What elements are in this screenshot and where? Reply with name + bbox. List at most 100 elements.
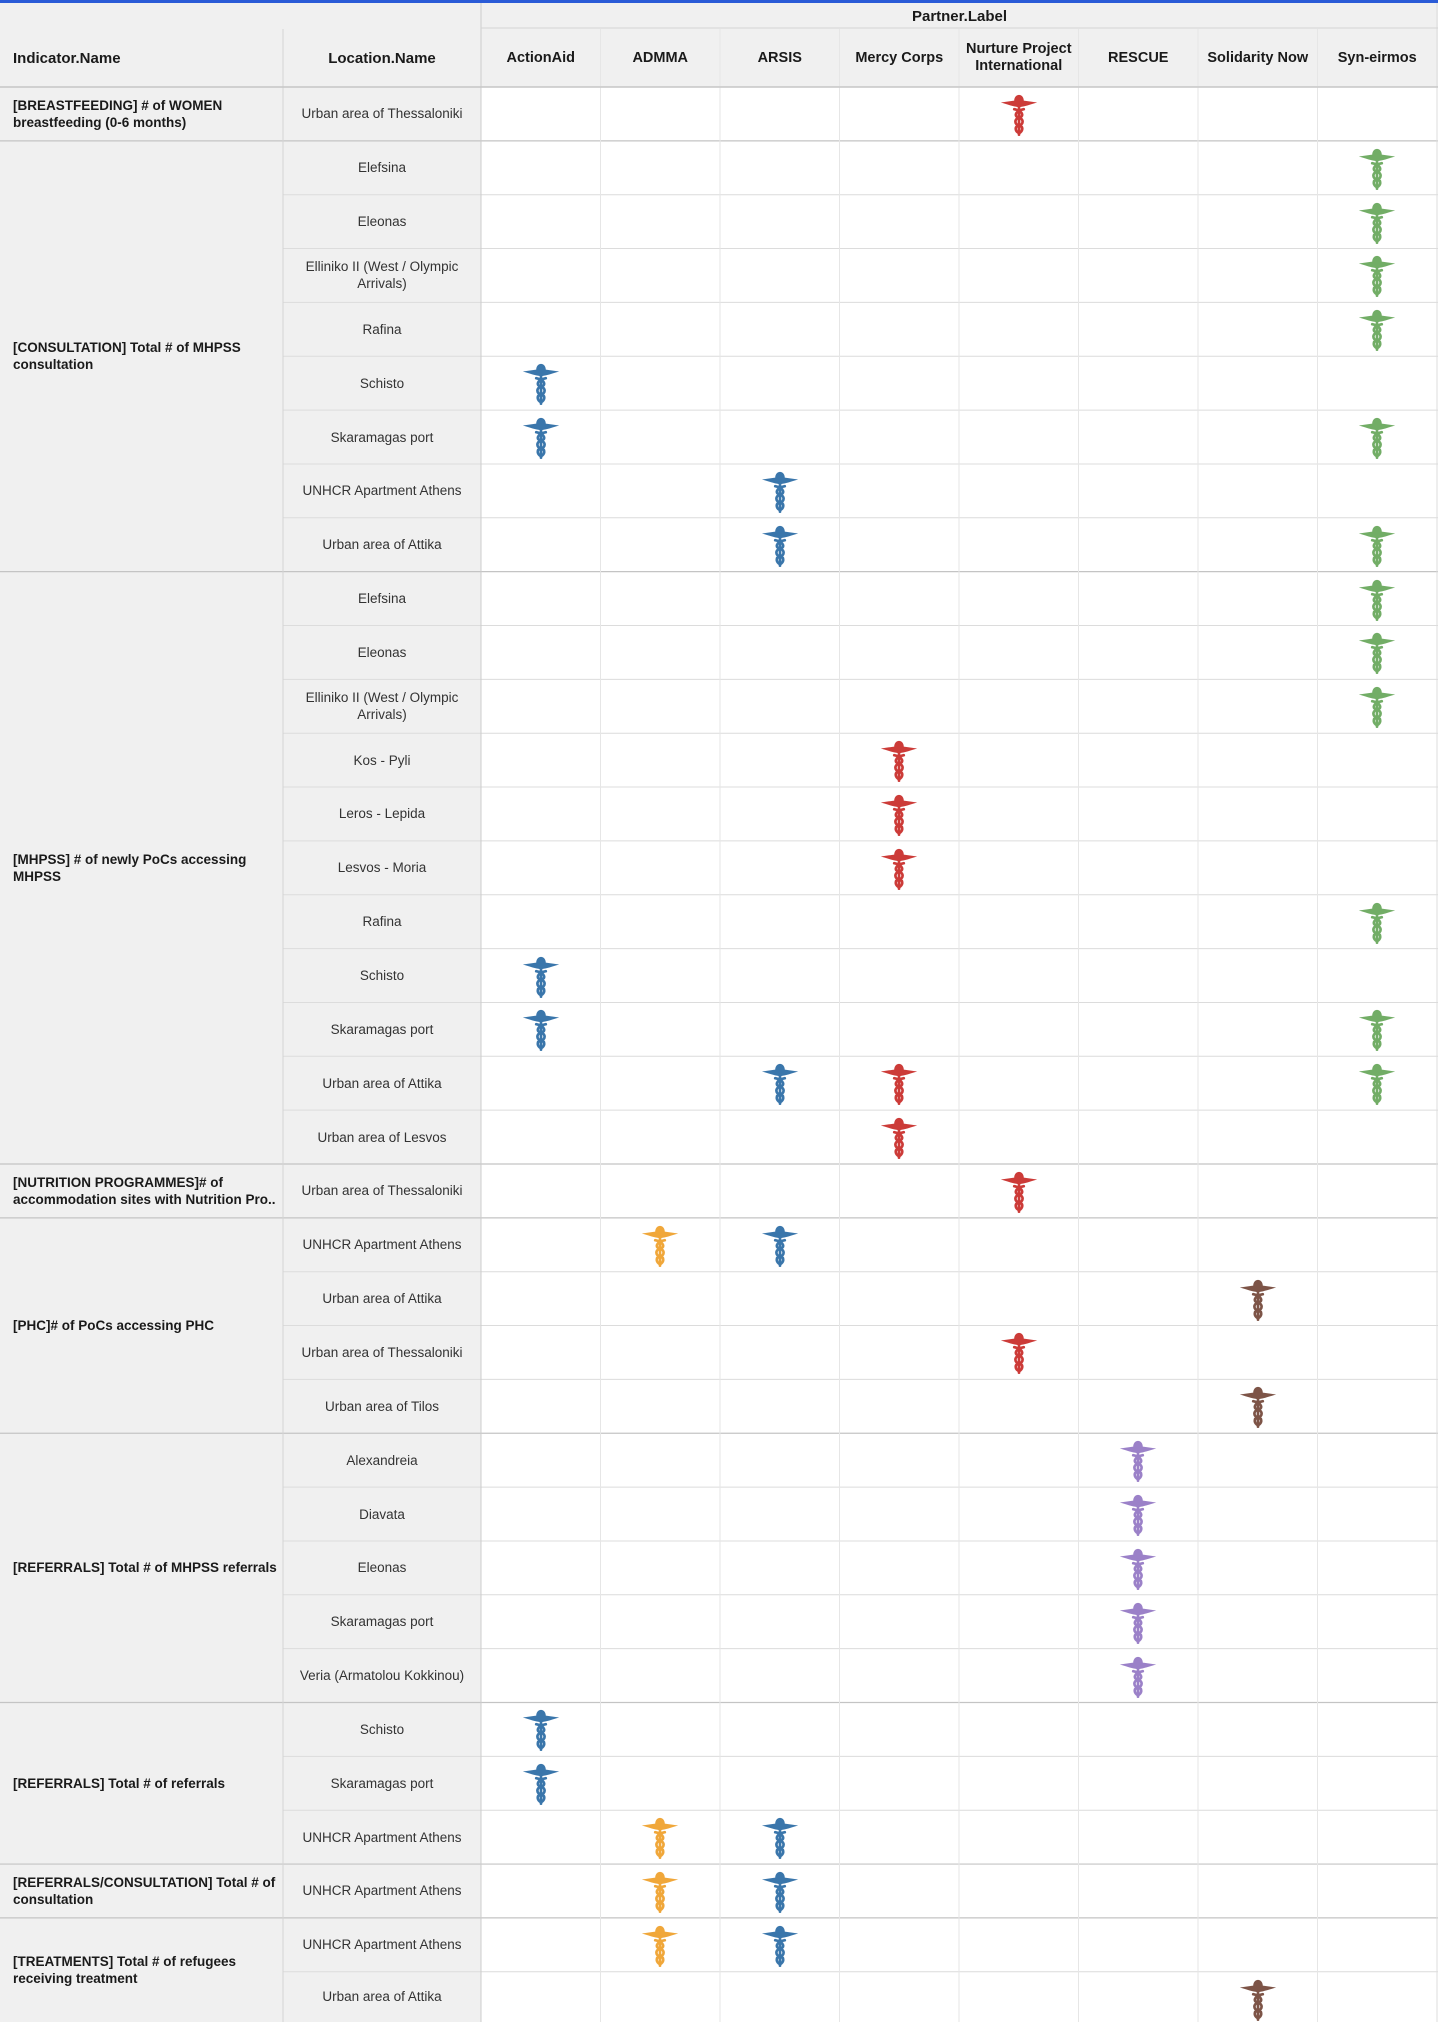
location-cell: Skaramagas port	[330, 1775, 434, 1791]
caduceus-icon[interactable]	[1235, 1976, 1281, 2022]
caduceus-icon[interactable]	[1354, 199, 1400, 245]
caduceus-icon[interactable]	[1115, 1653, 1161, 1699]
partner-header-syn-eirmos[interactable]: Syn-eirmos	[1337, 49, 1417, 66]
location-cell: Urban area of Tilos	[324, 1398, 440, 1414]
location-cell: Eleonas	[357, 214, 407, 230]
location-cell: Rafina	[362, 914, 402, 930]
indicator-group-label: [PHC]# of PoCs accessing PHC	[13, 1318, 215, 1334]
location-cell: Alexandreia	[346, 1452, 418, 1468]
location-cell: Kos - Pyli	[353, 752, 411, 768]
location-cell: Rafina	[362, 321, 402, 337]
location-cell: Lesvos - Moria	[337, 860, 427, 876]
indicator-header[interactable]: Indicator.Name	[13, 49, 121, 67]
caduceus-icon[interactable]	[996, 1329, 1042, 1375]
caduceus-icon[interactable]	[876, 1114, 922, 1160]
caduceus-icon[interactable]	[757, 1814, 803, 1860]
caduceus-icon[interactable]	[876, 845, 922, 891]
indicator-group-label: [TREATMENTS] Total # of refugees receivi…	[13, 1953, 237, 1986]
indicator-group-label: [REFERRALS] Total # of referrals	[13, 1775, 226, 1791]
caduceus-icon[interactable]	[637, 1868, 683, 1914]
caduceus-icon[interactable]	[1354, 145, 1400, 191]
location-cell: Elliniko II (West / Olympic Arrivals)	[305, 259, 459, 292]
caduceus-icon[interactable]	[757, 1060, 803, 1106]
caduceus-icon[interactable]	[1115, 1599, 1161, 1645]
indicator-group-label: [CONSULTATION] Total # of MHPSS consulta…	[13, 340, 241, 373]
partner-header-arsis[interactable]: ARSIS	[757, 49, 802, 66]
caduceus-icon[interactable]	[1354, 683, 1400, 729]
caduceus-icon[interactable]	[1354, 576, 1400, 622]
caduceus-icon[interactable]	[518, 360, 564, 406]
caduceus-icon[interactable]	[637, 1922, 683, 1968]
caduceus-icon[interactable]	[518, 953, 564, 999]
caduceus-icon[interactable]	[1235, 1383, 1281, 1429]
location-cell: Urban area of Attika	[322, 1075, 442, 1091]
location-cell: Urban area of Attika	[322, 537, 442, 553]
location-cell: Skaramagas port	[330, 429, 434, 445]
partner-header-rescue[interactable]: RESCUE	[1108, 49, 1169, 66]
caduceus-icon[interactable]	[1115, 1491, 1161, 1537]
partner-header[interactable]: Partner.Label	[911, 7, 1008, 25]
location-cell: UNHCR Apartment Athens	[302, 483, 462, 499]
caduceus-icon[interactable]	[757, 1922, 803, 1968]
indicator-group-label: [REFERRALS] Total # of MHPSS referrals	[13, 1560, 277, 1576]
partner-header-solidarity-now[interactable]: Solidarity Now	[1207, 49, 1309, 66]
partner-header-actionaid[interactable]: ActionAid	[506, 49, 575, 66]
caduceus-icon[interactable]	[637, 1814, 683, 1860]
caduceus-icon[interactable]	[876, 1060, 922, 1106]
caduceus-icon[interactable]	[876, 737, 922, 783]
location-cell: Elefsina	[357, 591, 407, 607]
location-cell: UNHCR Apartment Athens	[302, 1937, 462, 1953]
location-cell: Urban area of Thessaloniki	[301, 1183, 463, 1199]
caduceus-icon[interactable]	[757, 1222, 803, 1268]
caduceus-icon[interactable]	[1354, 899, 1400, 945]
location-cell: Skaramagas port	[330, 1021, 434, 1037]
caduceus-icon[interactable]	[1354, 1006, 1400, 1052]
caduceus-icon[interactable]	[518, 1706, 564, 1752]
indicator-group-label: [NUTRITION PROGRAMMES]# of accommodation…	[13, 1174, 276, 1207]
location-cell: Elliniko II (West / Olympic Arrivals)	[305, 690, 459, 723]
location-cell: Veria (Armatolou Kokkinou)	[299, 1668, 465, 1684]
location-cell: UNHCR Apartment Athens	[302, 1829, 462, 1845]
location-cell: Urban area of Lesvos	[317, 1129, 447, 1145]
location-header[interactable]: Location.Name	[328, 49, 436, 67]
caduceus-icon[interactable]	[518, 1006, 564, 1052]
caduceus-icon[interactable]	[757, 1868, 803, 1914]
location-cell: UNHCR Apartment Athens	[302, 1237, 462, 1253]
caduceus-icon[interactable]	[637, 1222, 683, 1268]
location-cell: Skaramagas port	[330, 1614, 434, 1630]
caduceus-icon[interactable]	[996, 91, 1042, 137]
caduceus-icon[interactable]	[996, 1168, 1042, 1214]
caduceus-icon[interactable]	[1354, 1060, 1400, 1106]
partner-header-mercy-corps[interactable]: Mercy Corps	[855, 49, 944, 66]
location-cell: Urban area of Attika	[322, 1291, 442, 1307]
location-cell: Diavata	[359, 1506, 405, 1522]
location-cell: Leros - Lepida	[338, 806, 426, 822]
indicator-group-label: [BREASTFEEDING] # of WOMEN breastfeeding…	[13, 97, 223, 130]
caduceus-icon[interactable]	[1354, 522, 1400, 568]
caduceus-icon[interactable]	[518, 414, 564, 460]
partner-header-nurture-project-international[interactable]: Nurture Project International	[965, 41, 1072, 74]
partner-header-admma[interactable]: ADMMA	[632, 49, 689, 66]
location-cell: UNHCR Apartment Athens	[302, 1883, 462, 1899]
caduceus-icon[interactable]	[518, 1760, 564, 1806]
caduceus-icon[interactable]	[1235, 1276, 1281, 1322]
caduceus-icon[interactable]	[1115, 1437, 1161, 1483]
caduceus-icon[interactable]	[1354, 414, 1400, 460]
location-cell: Eleonas	[357, 1560, 407, 1576]
location-cell: Elefsina	[357, 160, 407, 176]
location-cell: Schisto	[359, 1721, 405, 1737]
location-cell: Urban area of Attika	[322, 1989, 442, 2005]
location-cell: Urban area of Thessaloniki	[301, 1344, 463, 1360]
caduceus-icon[interactable]	[1354, 306, 1400, 352]
caduceus-icon[interactable]	[1354, 252, 1400, 298]
location-cell: Schisto	[359, 968, 405, 984]
caduceus-icon[interactable]	[757, 468, 803, 514]
top-accent-bar	[0, 0, 1438, 3]
indicator-group-label: [REFERRALS/CONSULTATION] Total # of cons…	[13, 1874, 276, 1907]
caduceus-icon[interactable]	[1115, 1545, 1161, 1591]
caduceus-icon[interactable]	[876, 791, 922, 837]
caduceus-icon[interactable]	[1354, 629, 1400, 675]
indicator-group-label: [MHPSS] # of newly PoCs accessing MHPSS	[13, 851, 247, 884]
caduceus-icon[interactable]	[757, 522, 803, 568]
location-cell: Eleonas	[357, 644, 407, 660]
